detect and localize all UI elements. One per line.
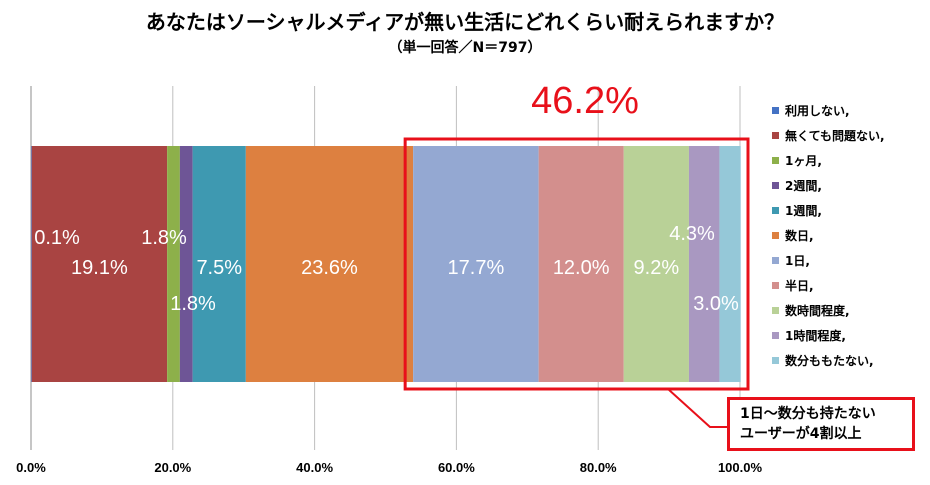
bar-segment bbox=[179, 146, 193, 382]
data-label: 1.8% bbox=[170, 293, 216, 315]
legend-swatch bbox=[772, 182, 779, 189]
x-tick-label: 40.0% bbox=[296, 460, 333, 475]
data-label: 9.2% bbox=[634, 257, 680, 279]
chart-subtitle: （単一回答／N＝797） bbox=[388, 40, 542, 56]
legend-label: 1日, bbox=[785, 254, 810, 268]
legend-item: 無くても問題ない, bbox=[772, 123, 930, 148]
legend-swatch bbox=[772, 332, 779, 339]
data-label: 17.7% bbox=[448, 257, 505, 279]
legend-swatch bbox=[772, 232, 779, 239]
data-label: 1.8% bbox=[141, 227, 187, 249]
x-tick-label: 80.0% bbox=[580, 460, 617, 475]
legend-item: 数分ももたない, bbox=[772, 348, 930, 373]
bar-segment bbox=[31, 146, 168, 382]
legend-item: 1ヶ月, bbox=[772, 148, 930, 173]
legend-swatch bbox=[772, 257, 779, 264]
legend-item: 数日, bbox=[772, 223, 930, 248]
bar-segment bbox=[538, 146, 624, 382]
legend-swatch bbox=[772, 157, 779, 164]
legend-label: 1時間程度, bbox=[785, 329, 846, 343]
legend-swatch bbox=[772, 282, 779, 289]
legend-item: 半日, bbox=[772, 273, 930, 298]
legend-item: 利用しない, bbox=[772, 98, 930, 123]
legend-item: 1週間, bbox=[772, 198, 930, 223]
x-tick-label: 60.0% bbox=[438, 460, 475, 475]
legend-swatch bbox=[772, 357, 779, 364]
data-label: 3.0% bbox=[693, 293, 739, 315]
bar-segment bbox=[192, 146, 246, 382]
data-label: 23.6% bbox=[301, 257, 358, 279]
callout-percent: 46.2% bbox=[531, 80, 639, 122]
legend-label: 2週間, bbox=[785, 179, 822, 193]
legend-item: 数時間程度, bbox=[772, 298, 930, 323]
callout-note: 1日～数分も持たない ユーザーが4割以上 bbox=[727, 397, 915, 451]
bar-segment bbox=[413, 146, 539, 382]
x-tick-label: 100.0% bbox=[718, 460, 763, 475]
legend-swatch bbox=[772, 207, 779, 214]
legend-swatch bbox=[772, 307, 779, 314]
legend-label: 1ヶ月, bbox=[785, 154, 822, 168]
legend-label: 無くても問題ない, bbox=[785, 129, 885, 143]
bar-segment bbox=[623, 146, 689, 382]
legend-label: 利用しない, bbox=[785, 104, 850, 118]
data-label: 12.0% bbox=[553, 257, 610, 279]
legend-swatch bbox=[772, 107, 779, 114]
legend-label: 数日, bbox=[785, 229, 814, 243]
bar-segment bbox=[688, 146, 720, 382]
legend-label: 数分ももたない, bbox=[785, 354, 874, 368]
callout-note-line-2: ユーザーが4割以上 bbox=[740, 426, 862, 442]
highlight-box bbox=[403, 137, 750, 391]
bar-segment bbox=[719, 146, 741, 382]
legend-label: 半日, bbox=[785, 279, 814, 293]
data-label: 0.1% bbox=[34, 227, 80, 249]
callout-connector bbox=[667, 388, 727, 428]
callout-note-line-1: 1日～数分も持たない bbox=[740, 406, 876, 422]
bar-segment bbox=[245, 146, 414, 382]
chart-title: あなたはソーシャルメディアが無い生活にどれくらい耐えられますか？ bbox=[145, 10, 785, 34]
legend-item: 2週間, bbox=[772, 173, 930, 198]
bar-segment bbox=[167, 146, 180, 382]
x-tick-label: 20.0% bbox=[154, 460, 191, 475]
x-tick-label: 0.0% bbox=[16, 460, 46, 475]
chart-legend: 利用しない, 無くても問題ない, 1ヶ月, 2週間, 1週間, 数日, 1日, 半日, 数時間程… bbox=[772, 98, 930, 373]
data-label: 4.3% bbox=[669, 223, 715, 245]
data-label: 19.1% bbox=[71, 257, 128, 279]
legend-item: 1日, bbox=[772, 248, 930, 273]
legend-label: 1週間, bbox=[785, 204, 822, 218]
legend-swatch bbox=[772, 132, 779, 139]
legend-label: 数時間程度, bbox=[785, 304, 850, 318]
data-label: 7.5% bbox=[196, 257, 242, 279]
bar-segment bbox=[31, 146, 32, 382]
legend-item: 1時間程度, bbox=[772, 323, 930, 348]
